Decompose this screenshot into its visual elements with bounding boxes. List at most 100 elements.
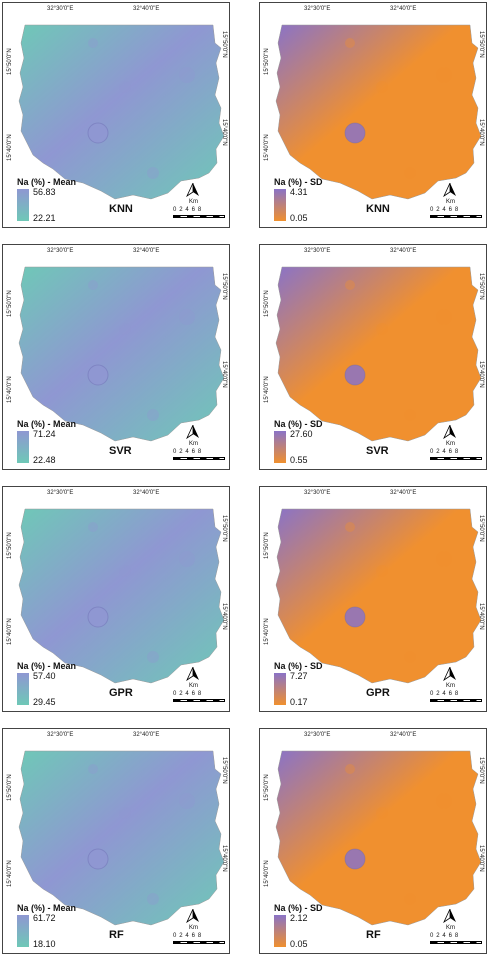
hotspot-marker <box>404 893 416 905</box>
hotspot-marker <box>87 848 109 870</box>
scale-bar <box>173 457 225 460</box>
scale-tick-labels: 0 2 4 6 8 <box>430 691 459 697</box>
lon-label-right: 32°40'0"E <box>390 732 417 738</box>
map-panel-svr-sd: 32°30'0"E 32°40'0"E 15°50'0"N 15°40'0"N 15°5… <box>259 244 487 470</box>
lat-label-top: 15°50'0"N <box>264 774 270 801</box>
scale-unit: Km <box>189 683 198 689</box>
north-arrow-icon <box>443 667 456 681</box>
study-area-region <box>275 750 482 926</box>
lat-label-top-right: 15°50'0"N <box>478 31 484 58</box>
hotspot-marker <box>119 565 131 577</box>
hotspot-marker <box>147 167 159 179</box>
hotspot-marker <box>87 122 109 144</box>
hotspot-marker <box>179 309 195 325</box>
hotspot-marker <box>179 67 195 83</box>
scale-bar <box>173 215 225 218</box>
map-panel-rf-sd: 32°30'0"E 32°40'0"E 15°50'0"N 15°40'0"N 15°5… <box>259 728 487 954</box>
north-arrow-icon <box>186 183 199 197</box>
lat-label-top: 15°50'0"N <box>264 290 270 317</box>
lat-label-bottom-right: 15°40'0"N <box>478 361 484 388</box>
model-label: KNN <box>366 203 390 215</box>
legend-min-value: 29.45 <box>33 697 56 707</box>
lat-label-top-right: 15°50'0"N <box>221 273 227 300</box>
map-panel-gpr-sd: 32°30'0"E 32°40'0"E 15°50'0"N 15°40'0"N 15°5… <box>259 486 487 712</box>
legend-max-value: 2.12 <box>290 913 308 923</box>
legend-min-value: 0.17 <box>290 697 308 707</box>
hotspot-marker <box>119 81 131 93</box>
lon-label-left: 32°30'0"E <box>304 248 331 254</box>
hotspot-marker <box>87 364 109 386</box>
scale-unit: Km <box>446 925 455 931</box>
hotspot-marker <box>404 651 416 663</box>
legend-title: Na (%) - Mean <box>17 419 77 429</box>
scale-bar <box>430 699 482 702</box>
map-surface <box>18 750 225 926</box>
lat-label-top: 15°50'0"N <box>7 290 13 317</box>
hotspot-marker <box>344 364 366 386</box>
lat-label-top: 15°50'0"N <box>7 774 13 801</box>
scale-tick-labels: 0 2 4 6 8 <box>173 691 202 697</box>
hotspot-marker <box>179 551 195 567</box>
scale-tick-labels: 0 2 4 6 8 <box>173 207 202 213</box>
north-arrow-icon <box>186 909 199 923</box>
scale-unit: Km <box>189 925 198 931</box>
lat-label-bottom: 15°40'0"N <box>264 860 270 887</box>
legend-min-value: 0.05 <box>290 213 308 223</box>
legend-max-value: 71.24 <box>33 429 56 439</box>
hotspot-marker <box>344 848 366 870</box>
scale-unit: Km <box>446 441 455 447</box>
legend-color-ramp <box>274 189 286 221</box>
lat-label-bottom-right: 15°40'0"N <box>478 603 484 630</box>
lon-label-right: 32°40'0"E <box>133 732 160 738</box>
hotspot-marker <box>345 38 355 48</box>
lon-label-left: 32°30'0"E <box>47 490 74 496</box>
study-area-region <box>18 266 225 442</box>
scale-unit: Km <box>446 199 455 205</box>
scale-tick-labels: 0 2 4 6 8 <box>430 933 459 939</box>
hotspot-marker <box>436 67 452 83</box>
map-surface <box>275 266 482 442</box>
hotspot-marker <box>88 522 98 532</box>
map-surface <box>18 266 225 442</box>
legend-color-ramp <box>17 673 29 705</box>
model-label: SVR <box>109 445 132 457</box>
legend-max-value: 7.27 <box>290 671 308 681</box>
study-area-region <box>275 24 482 200</box>
study-area-region <box>18 24 225 200</box>
hotspot-marker <box>344 122 366 144</box>
map-panel-knn-sd: 32°30'0"E 32°40'0"E 15°50'0"N 15°40'0"N 15°5… <box>259 2 487 228</box>
model-label: GPR <box>366 687 390 699</box>
lat-label-top-right: 15°50'0"N <box>478 515 484 542</box>
lat-label-top-right: 15°50'0"N <box>478 757 484 784</box>
lat-label-top: 15°50'0"N <box>7 48 13 75</box>
lon-label-left: 32°30'0"E <box>47 248 74 254</box>
model-label: RF <box>109 929 124 941</box>
north-arrow-icon <box>443 425 456 439</box>
map-surface <box>18 24 225 200</box>
lat-label-top-right: 15°50'0"N <box>221 515 227 542</box>
hotspot-marker <box>404 167 416 179</box>
model-label: GPR <box>109 687 133 699</box>
scale-bar <box>173 699 225 702</box>
lat-label-bottom: 15°40'0"N <box>7 134 13 161</box>
north-arrow-icon <box>186 667 199 681</box>
scale-bar <box>173 941 225 944</box>
lat-label-top-right: 15°50'0"N <box>478 273 484 300</box>
map-surface <box>18 508 225 684</box>
scale-unit: Km <box>189 199 198 205</box>
legend-max-value: 57.40 <box>33 671 56 681</box>
hotspot-marker <box>436 793 452 809</box>
lat-label-bottom-right: 15°40'0"N <box>221 603 227 630</box>
hotspot-marker <box>376 81 388 93</box>
scale-bar <box>430 457 482 460</box>
lat-label-bottom-right: 15°40'0"N <box>221 845 227 872</box>
scale-unit: Km <box>446 683 455 689</box>
lat-label-top-right: 15°50'0"N <box>221 757 227 784</box>
hotspot-marker <box>179 793 195 809</box>
hotspot-marker <box>436 309 452 325</box>
hotspot-marker <box>345 764 355 774</box>
lat-label-top: 15°50'0"N <box>264 48 270 75</box>
hotspot-marker <box>88 280 98 290</box>
hotspot-marker <box>344 606 366 628</box>
lat-label-bottom: 15°40'0"N <box>264 134 270 161</box>
